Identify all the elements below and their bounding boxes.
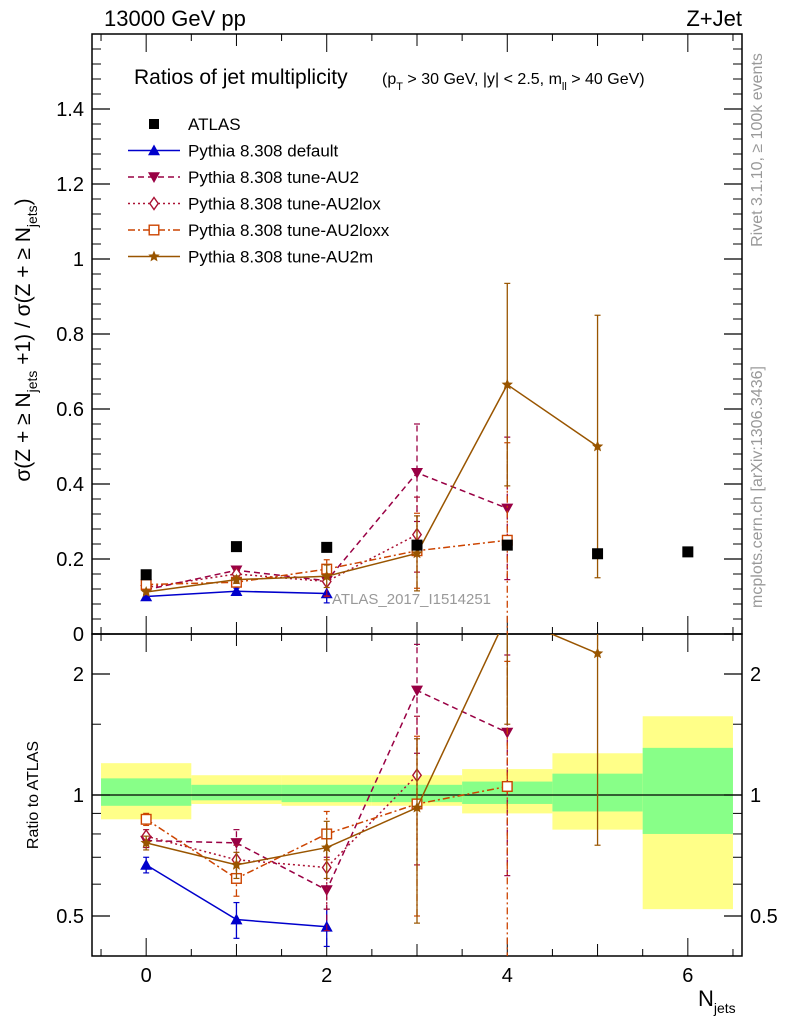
main-series-layer <box>140 282 604 634</box>
point-pythia-8-308-tune-au2m <box>501 378 513 390</box>
y-tick-label: 0.2 <box>56 549 84 571</box>
point-pythia-8-308-tune-au2 <box>501 503 514 515</box>
atlas-band-inner <box>101 778 192 806</box>
ratio-line-pythia-8-308-tune-au2m <box>145 634 598 866</box>
legend-label: Pythia 8.308 tune-AU2m <box>188 248 373 267</box>
process-label: Z+Jet <box>686 6 742 31</box>
ratio-line-pythia-8-308-tune-au2lox <box>145 774 418 869</box>
legend-label: Pythia 8.308 tune-AU2 <box>188 168 359 187</box>
ratio-tick-label-right: 1 <box>750 785 761 807</box>
legend-marker <box>148 172 160 183</box>
ratio-point-pythia-8-308-tune-au2 <box>320 885 333 897</box>
atlas-data-point <box>411 539 423 551</box>
point-pythia-8-308-tune-au2m <box>411 547 423 559</box>
atlas-data-point <box>230 541 242 553</box>
ratio-line-pythia-8-308-tune-au2loxx <box>145 785 508 880</box>
ratio-point-pythia-8-308-tune-au2m <box>321 841 333 853</box>
ratio-point-pythia-8-308-tune-au2 <box>411 685 423 697</box>
point-pythia-8-308-default <box>230 585 243 597</box>
ratio-y-axis-title: Ratio to ATLAS <box>25 741 42 849</box>
chart-title-main: Ratios of jet multiplicity <box>134 66 348 89</box>
y-tick-label: 1.2 <box>56 174 84 196</box>
legend-entry: ATLAS <box>149 115 241 134</box>
ratio-point-pythia-8-308-default <box>140 858 153 870</box>
point-pythia-8-308-tune-au2m <box>230 573 243 585</box>
line-pythia-8-308-tune-au2lox <box>146 533 418 589</box>
ratio-point-pythia-8-308-default <box>230 913 243 925</box>
y-tick-label: 0.6 <box>56 399 84 421</box>
legend-label: Pythia 8.308 tune-AU2lox <box>188 195 381 214</box>
ratio-point-pythia-8-308-tune-au2m <box>230 858 243 870</box>
atlas-band-inner <box>642 747 733 834</box>
ratio-point-pythia-8-308-tune-au2 <box>230 838 243 849</box>
legend-label: Pythia 8.308 default <box>188 142 339 161</box>
y-tick-label: 0.4 <box>56 474 84 496</box>
legend-marker <box>148 144 160 156</box>
chart-title-cuts: (pT > 30 GeV, |y| < 2.5, mll > 40 GeV) <box>382 71 645 93</box>
point-pythia-8-308-tune-au2m <box>140 586 152 597</box>
legend: ATLAS Pythia 8.308 default Pythia 8.308 tu… <box>128 115 390 267</box>
atlas-band-inner <box>191 784 282 801</box>
ratio-point-pythia-8-308-tune-au2m <box>411 801 423 813</box>
point-pythia-8-308-tune-au2m <box>321 570 333 582</box>
mcplots-label: mcplots.cern.ch [arXiv:1306.3436] <box>749 366 766 608</box>
legend-entry: Pythia 8.308 tune-AU2 <box>128 168 359 187</box>
ratio-series-layer <box>140 634 604 956</box>
legend-label: ATLAS <box>188 115 241 134</box>
legend-marker <box>148 224 160 236</box>
atlas-data-point <box>501 539 513 551</box>
x-axis-title: Njets <box>698 986 736 1016</box>
y-tick-label: 1 <box>73 249 84 271</box>
atlas-data-point <box>321 541 333 553</box>
point-pythia-8-308-tune-au2 <box>411 467 423 479</box>
ratio-tick-label-right: 2 <box>750 664 761 686</box>
energy-label: 13000 GeV pp <box>104 6 246 31</box>
ratio-tick-label-right: 0.5 <box>750 906 778 928</box>
ratio-tick-label: 1 <box>73 785 84 807</box>
y-axis-title: σ(Z + ≥ Njets +1) / σ(Z + ≥ Njets) <box>12 198 40 481</box>
x-tick-label: 2 <box>321 965 332 987</box>
legend-marker <box>149 119 159 129</box>
legend-entry: Pythia 8.308 tune-AU2m <box>128 248 373 267</box>
legend-entry: Pythia 8.308 tune-AU2loxx <box>128 221 390 240</box>
ratio-point-pythia-8-308-tune-au2loxx <box>501 780 513 792</box>
atlas-data-point <box>592 548 604 560</box>
x-tick-label: 0 <box>141 965 152 987</box>
point-pythia-8-308-default <box>140 590 153 602</box>
atlas-band-inner <box>281 784 372 803</box>
ratio-point-pythia-8-308-tune-au2loxx <box>140 813 152 825</box>
rivet-label: Rivet 3.1.10, ≥ 100k events <box>749 53 766 247</box>
atlas-data-layer <box>140 539 694 581</box>
legend-marker <box>148 250 160 262</box>
chart-title: Ratios of jet multiplicity <box>134 66 348 89</box>
x-tick-label: 4 <box>502 965 513 987</box>
analysis-watermark: ATLAS_2017_I1514251 <box>332 591 491 608</box>
legend-entry: Pythia 8.308 tune-AU2lox <box>128 195 381 214</box>
atlas-data-point <box>140 569 152 581</box>
ratio-point-pythia-8-308-tune-au2m <box>140 836 152 848</box>
ratio-point-pythia-8-308-tune-au2m <box>591 647 604 659</box>
legend-label: Pythia 8.308 tune-AU2loxx <box>188 221 390 240</box>
axes: 0 0.2 0.4 0.6 0.8 1 1.2 1.4 0 2 4 6 0.5 0.5 1 1 2 2 <box>56 34 778 987</box>
ratio-tick-label: 2 <box>73 664 84 686</box>
ratio-tick-label: 0.5 <box>56 906 84 928</box>
x-tick-label: 6 <box>682 965 693 987</box>
y-tick-label: 0.8 <box>56 324 84 346</box>
atlas-data-point <box>682 546 694 558</box>
y-tick-label: 0 <box>73 624 84 646</box>
point-pythia-8-308-tune-au2m <box>591 440 604 452</box>
y-tick-label: 1.4 <box>56 99 84 121</box>
line-pythia-8-308-tune-au2m <box>146 383 598 593</box>
legend-marker <box>148 196 160 211</box>
legend-entry: Pythia 8.308 default <box>128 142 339 161</box>
